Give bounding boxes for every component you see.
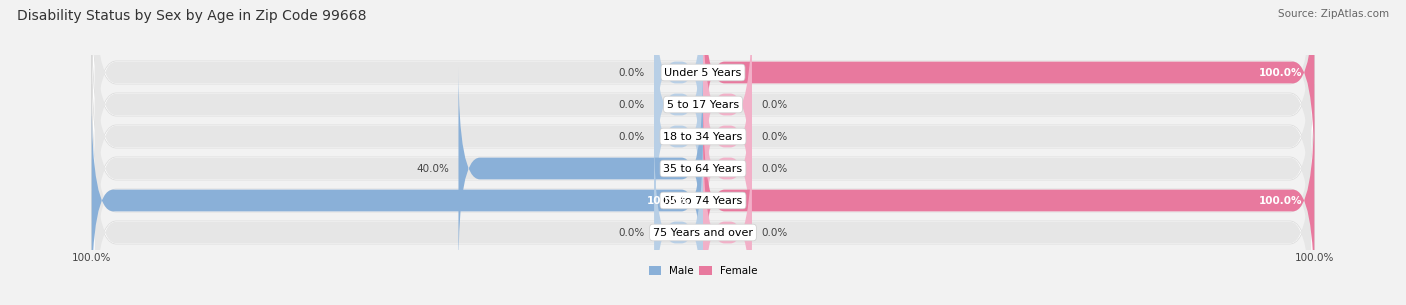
Text: 100.0%: 100.0% [647,196,690,206]
FancyBboxPatch shape [94,35,1312,238]
FancyBboxPatch shape [703,35,752,238]
FancyBboxPatch shape [91,84,1315,305]
Text: 0.0%: 0.0% [761,99,787,109]
FancyBboxPatch shape [94,0,1312,174]
FancyBboxPatch shape [703,3,752,206]
FancyBboxPatch shape [91,116,1315,305]
Text: 65 to 74 Years: 65 to 74 Years [664,196,742,206]
Text: Source: ZipAtlas.com: Source: ZipAtlas.com [1278,9,1389,19]
Text: 0.0%: 0.0% [619,67,645,77]
FancyBboxPatch shape [94,99,1312,302]
FancyBboxPatch shape [654,3,703,206]
Text: 5 to 17 Years: 5 to 17 Years [666,99,740,109]
FancyBboxPatch shape [703,131,752,305]
FancyBboxPatch shape [654,131,703,305]
FancyBboxPatch shape [91,20,1315,253]
Text: 18 to 34 Years: 18 to 34 Years [664,131,742,142]
Text: 0.0%: 0.0% [761,131,787,142]
FancyBboxPatch shape [703,0,1315,174]
FancyBboxPatch shape [91,52,1315,285]
Text: 100.0%: 100.0% [1258,196,1302,206]
Text: 40.0%: 40.0% [416,163,450,174]
FancyBboxPatch shape [703,99,1315,302]
FancyBboxPatch shape [94,67,1312,270]
Text: Under 5 Years: Under 5 Years [665,67,741,77]
Text: 0.0%: 0.0% [619,99,645,109]
Text: 0.0%: 0.0% [761,228,787,238]
FancyBboxPatch shape [94,3,1312,206]
FancyBboxPatch shape [91,0,1315,189]
Text: Disability Status by Sex by Age in Zip Code 99668: Disability Status by Sex by Age in Zip C… [17,9,367,23]
FancyBboxPatch shape [91,0,1315,221]
FancyBboxPatch shape [654,35,703,238]
Text: 0.0%: 0.0% [761,163,787,174]
Text: 0.0%: 0.0% [619,228,645,238]
FancyBboxPatch shape [458,67,703,270]
Text: 100.0%: 100.0% [1258,67,1302,77]
FancyBboxPatch shape [91,99,703,302]
FancyBboxPatch shape [654,0,703,174]
Legend: Male, Female: Male, Female [644,262,762,280]
Text: 0.0%: 0.0% [619,131,645,142]
FancyBboxPatch shape [94,131,1312,305]
FancyBboxPatch shape [703,67,752,270]
Text: 75 Years and over: 75 Years and over [652,228,754,238]
Text: 35 to 64 Years: 35 to 64 Years [664,163,742,174]
